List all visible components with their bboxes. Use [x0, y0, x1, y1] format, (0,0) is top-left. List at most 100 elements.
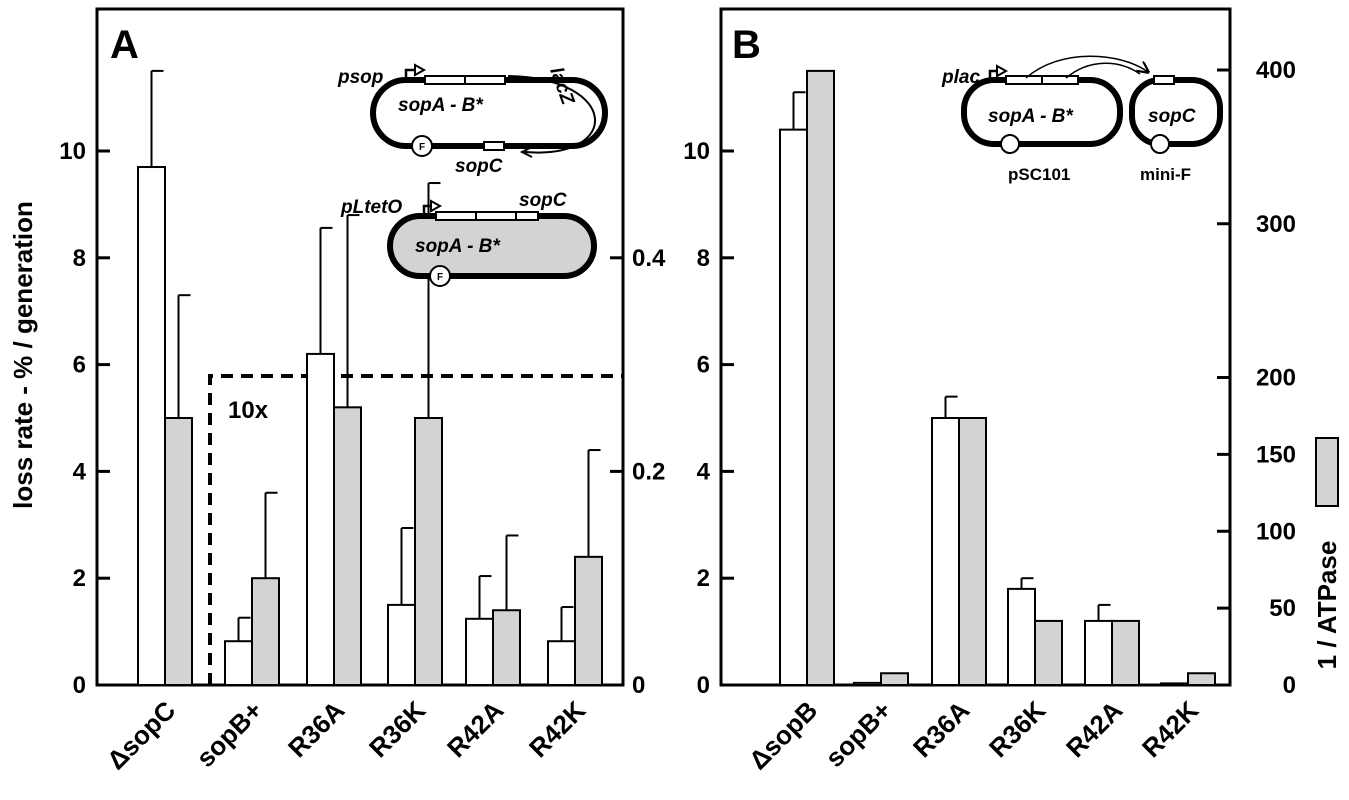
gene-box-icon: [435, 211, 477, 221]
bar: [958, 417, 987, 686]
promoter-arrowhead-icon: [414, 63, 427, 77]
site-box-icon: [515, 211, 539, 221]
bar: [164, 417, 193, 686]
origin-icon: [1150, 134, 1170, 154]
category-label: ΔsopC: [101, 695, 182, 776]
y2-tick-label: 50: [1269, 595, 1296, 622]
y2-tick-label: 400: [1256, 57, 1296, 84]
plasmid1-promoter: psop: [337, 67, 383, 88]
bar: [1111, 619, 1140, 686]
bar: [574, 555, 603, 687]
bar: [1084, 619, 1113, 686]
y-tick-label: 4: [697, 458, 711, 485]
bar: [931, 417, 960, 686]
inset-tick-label: 0.2: [632, 458, 665, 485]
bar: [414, 417, 443, 686]
gene-box-icon: [424, 75, 466, 85]
y-tick-label: 0: [697, 672, 710, 699]
plasmid1-site: sopC: [455, 156, 503, 177]
bar: [137, 166, 166, 686]
panel-b-bars: [779, 69, 1216, 687]
bar: [1007, 587, 1036, 687]
bar: [853, 681, 882, 687]
y2-tick-label: 200: [1256, 365, 1296, 392]
promoter-arrowhead-icon: [996, 64, 1009, 78]
y-tick-label: 4: [73, 458, 87, 485]
bar: [547, 640, 576, 686]
panel-b-label: B: [732, 23, 761, 67]
panel-b-y-ticks: 0 2 4 6 8 10: [683, 138, 734, 699]
panel-a-label: A: [110, 23, 139, 67]
bar: [806, 69, 835, 686]
bar: [1187, 672, 1216, 687]
bar: [1034, 619, 1063, 686]
panel-a-inset-frame: [208, 374, 622, 685]
pb-plasmid2-ring: [1129, 77, 1223, 147]
panel-a-plasmid-diagram: psop sopA - B* lacZ sopC F pLtetO sopC s…: [337, 63, 608, 287]
category-label: R42A: [1060, 695, 1128, 763]
panel-a-y-axis-label: loss rate - % / generation: [8, 201, 38, 509]
y-tick-label: 0: [73, 672, 86, 699]
panel-b-y2-ticks: 0 50 100 150 200 300 400: [1217, 57, 1296, 699]
y-tick-label: 8: [697, 245, 710, 272]
pb-plasmid2-name: mini-F: [1140, 165, 1191, 184]
panel-b-plasmid-diagram: plac sopA - B* pSC101 sopC mini-F: [941, 55, 1223, 184]
gene-box-icon: [1005, 75, 1043, 85]
lacz-arc-icon: [507, 75, 596, 154]
category-label: R42A: [441, 695, 509, 763]
f-origin-icon: [429, 265, 451, 287]
bar: [224, 640, 253, 686]
plasmid2-marker: F: [437, 272, 443, 283]
y-tick-label: 6: [73, 352, 86, 379]
pb-plasmid1-promoter: plac: [941, 67, 980, 88]
pb-plasmid2-site: sopC: [1148, 106, 1196, 127]
y2-tick-label: 100: [1256, 518, 1296, 545]
panel-a-y-ticks: 0 2 4 6 8 10: [59, 138, 110, 699]
site-box-icon: [1153, 75, 1175, 85]
panel-a-inset-label: 10x: [228, 397, 269, 424]
transfer-arc-icon: [1065, 62, 1141, 79]
y-tick-label: 10: [683, 138, 710, 165]
promoter-arrow-icon: [404, 68, 417, 82]
pb-plasmid1-genes: sopA - B*: [988, 106, 1074, 127]
gene-box-icon: [1041, 75, 1079, 85]
inset-tick-label: 0.4: [632, 245, 666, 272]
category-label: R36K: [363, 695, 431, 763]
plasmid1-marker: F: [419, 142, 425, 153]
panel-a-inset-ticks: 0 0.2 0.4: [610, 245, 666, 699]
plasmid2-site: sopC: [519, 190, 567, 211]
bar: [251, 577, 280, 687]
panel-b-y2-axis-label: 1 / ATPase: [1312, 541, 1342, 670]
plasmid2-promoter: pLtetO: [340, 197, 402, 218]
category-label: sopB+: [190, 695, 268, 773]
origin-icon: [1000, 134, 1020, 154]
category-label: R42K: [523, 695, 591, 763]
bar: [492, 609, 521, 686]
inset-tick-label: 0: [632, 672, 645, 699]
category-label: R42K: [1136, 695, 1204, 763]
category-label: sopB+: [819, 695, 897, 773]
y-tick-label: 6: [697, 352, 710, 379]
site-box-icon: [483, 141, 505, 151]
bar: [880, 672, 909, 687]
y2-legend-swatch: [1315, 437, 1339, 507]
category-label: ΔsopB: [743, 695, 823, 775]
category-label: R36A: [282, 695, 350, 763]
y2-tick-label: 300: [1256, 211, 1296, 238]
f-origin-icon: [411, 135, 433, 157]
panel-a-category-labels: ΔsopC sopB+ R36A R36K R42A R42K: [101, 695, 592, 776]
plasmid2-genes: sopA - B*: [415, 236, 501, 257]
bar: [387, 603, 416, 687]
bar: [779, 128, 808, 686]
lacz-arrowhead-icon: [519, 146, 533, 158]
gene-box-icon: [475, 211, 517, 221]
y-tick-label: 8: [73, 245, 86, 272]
plasmid1-reporter: lacZ: [545, 65, 578, 109]
y-tick-label: 2: [73, 565, 86, 592]
promoter-arrowhead-icon: [430, 199, 443, 213]
category-label: R36K: [983, 695, 1051, 763]
bar: [1160, 682, 1189, 687]
y-tick-label: 2: [697, 565, 710, 592]
